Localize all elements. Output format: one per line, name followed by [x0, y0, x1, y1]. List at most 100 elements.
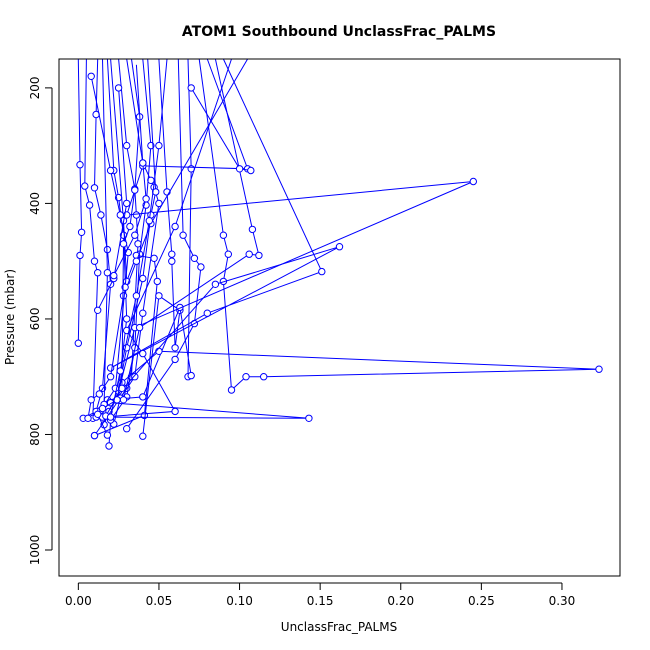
data-point — [131, 231, 139, 239]
data-point — [97, 211, 105, 219]
data-point — [168, 257, 176, 265]
data-point — [116, 367, 125, 375]
data-point — [94, 410, 102, 418]
data-point — [106, 413, 115, 421]
y-tick-label: 400 — [28, 192, 42, 215]
data-point — [155, 141, 163, 150]
data-point — [106, 373, 115, 381]
data-point — [126, 222, 134, 231]
data-point — [87, 396, 95, 404]
data-point — [105, 442, 113, 450]
y-axis-label: Pressure (mbar) — [3, 269, 17, 365]
y-tick-label: 600 — [28, 307, 42, 330]
data-point — [171, 355, 179, 364]
data-point — [150, 254, 158, 262]
data-point — [187, 371, 195, 380]
chart-title: ATOM1 Southbound UnclassFrac_PALMS — [182, 24, 496, 40]
profile-line — [102, 58, 232, 418]
data-point — [85, 201, 94, 209]
data-point — [123, 199, 131, 208]
data-point — [135, 323, 144, 332]
data-point — [245, 250, 253, 258]
data-point — [103, 269, 112, 277]
x-tick-label: 0.00 — [65, 594, 92, 608]
data-point — [335, 243, 344, 251]
data-point — [139, 393, 147, 401]
data-point — [318, 267, 326, 276]
data-point — [90, 257, 99, 265]
data-point — [469, 177, 477, 186]
data-point — [235, 165, 244, 173]
x-axis-label: UnclassFrac_PALMS — [281, 620, 397, 634]
data-point — [255, 251, 263, 260]
data-point — [110, 271, 118, 280]
y-tick-label: 800 — [28, 423, 42, 446]
data-point — [190, 254, 199, 262]
data-point — [76, 161, 84, 169]
data-point — [142, 195, 150, 203]
profile-line — [121, 58, 600, 392]
data-point — [227, 386, 236, 394]
data-point — [139, 349, 147, 358]
data-point — [106, 166, 115, 175]
data-point — [132, 211, 141, 219]
data-point — [242, 373, 250, 381]
x-tick-label: 0.05 — [146, 594, 173, 608]
profile-line — [97, 87, 128, 311]
profile-line — [190, 87, 251, 171]
data-point — [132, 257, 141, 265]
data-point — [132, 292, 141, 300]
data-point — [74, 339, 83, 347]
data-point — [114, 84, 123, 92]
data-point — [119, 240, 128, 248]
data-point — [81, 182, 89, 190]
data-point — [197, 263, 205, 271]
data-point — [95, 390, 104, 398]
x-tick-label: 0.25 — [468, 594, 495, 608]
y-tick-label: 1000 — [28, 535, 42, 566]
data-point — [171, 407, 179, 416]
data-point — [139, 159, 147, 167]
data-point — [103, 431, 112, 439]
data-point — [224, 250, 233, 258]
y-tick-label: 200 — [28, 76, 42, 99]
y-axis: 200 400 600 800 1000 — [28, 76, 53, 566]
data-point — [305, 414, 313, 422]
data-point — [123, 315, 131, 323]
data-point — [171, 344, 179, 352]
data-point — [131, 186, 139, 194]
data-point — [247, 166, 255, 175]
data-point — [94, 306, 102, 314]
data-point — [87, 72, 95, 81]
data-point — [145, 217, 154, 225]
data-point — [179, 231, 187, 239]
data-point — [123, 141, 131, 150]
series-layer — [74, 58, 603, 450]
data-point — [119, 396, 128, 404]
profile-line — [123, 58, 260, 400]
data-point — [94, 269, 102, 277]
data-point — [211, 280, 220, 288]
data-point — [168, 250, 176, 258]
data-point — [119, 292, 128, 300]
data-point — [155, 292, 163, 300]
data-point — [187, 84, 195, 92]
data-point — [155, 199, 163, 208]
data-point — [131, 373, 139, 381]
data-point — [219, 231, 228, 239]
data-point — [90, 431, 99, 440]
data-point — [139, 309, 147, 317]
data-point — [98, 404, 107, 413]
data-point — [139, 274, 147, 283]
data-point — [116, 211, 125, 219]
data-point — [123, 425, 131, 433]
data-point — [111, 384, 120, 392]
data-point — [90, 184, 99, 192]
plot-frame — [58, 58, 621, 577]
x-tick-label: 0.15 — [307, 594, 334, 608]
data-point — [153, 277, 162, 286]
profile-line — [84, 58, 99, 419]
data-point — [77, 228, 86, 237]
profile-line — [110, 58, 168, 418]
